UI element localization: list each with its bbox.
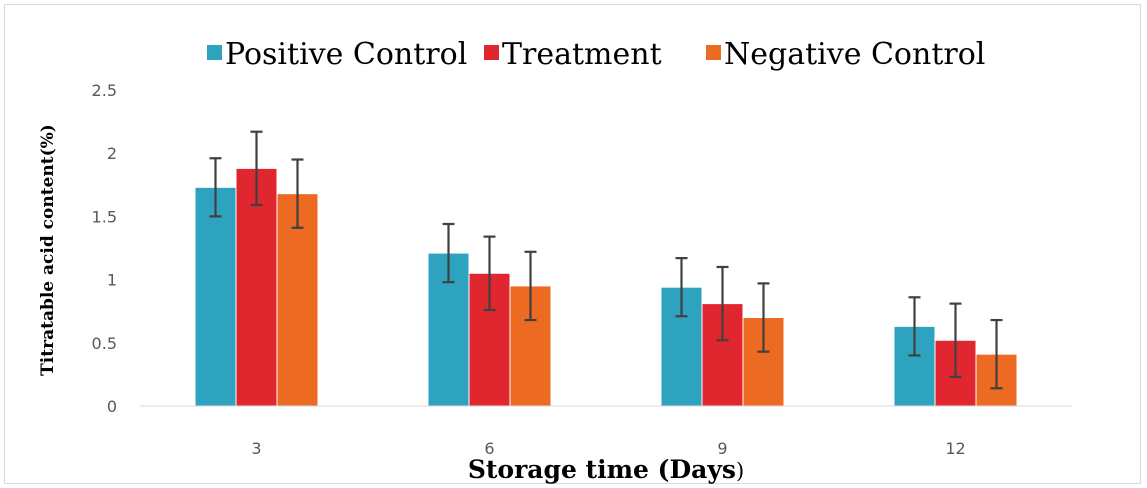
y-tick-label: 1.5 (92, 207, 117, 226)
legend-item: Negative Control (706, 37, 985, 72)
error-bar (757, 282, 770, 353)
error-bar (908, 296, 921, 357)
y-axis-title: Titratable acid content(%) (38, 124, 58, 376)
error-bar (675, 257, 688, 318)
y-axis: 0 0.5 1 1.5 2 2.5 (92, 81, 117, 416)
plot-area (194, 130, 1018, 407)
legend-item: Positive Control (207, 37, 467, 72)
legend-item: Treatment (484, 37, 662, 72)
error-bar (250, 130, 263, 207)
x-tick-label: 9 (717, 439, 727, 458)
error-bar (990, 318, 1003, 390)
y-tick-label: 0 (107, 397, 117, 416)
error-bar (949, 302, 962, 379)
y-tick-label: 2 (107, 144, 117, 163)
legend-swatch (207, 45, 222, 60)
bar (194, 186, 237, 407)
y-tick-label: 2.5 (92, 81, 117, 100)
error-bar (291, 158, 304, 229)
legend-label: Positive Control (225, 37, 467, 72)
error-bar (483, 235, 496, 312)
error-bar (524, 250, 537, 322)
y-tick-label: 1 (107, 271, 117, 290)
error-bar (716, 265, 729, 342)
x-tick-label: 6 (484, 439, 494, 458)
y-tick-label: 0.5 (92, 334, 117, 353)
legend-swatch (484, 45, 499, 60)
x-tick-label: 12 (945, 439, 965, 458)
x-axis-title-text: Storage time (Days (468, 455, 736, 484)
error-bar (442, 222, 455, 284)
x-tick-label: 3 (251, 439, 261, 458)
x-axis-title-suffix: ) (736, 459, 744, 483)
legend-label: Treatment (502, 37, 662, 72)
legend-label: Negative Control (724, 37, 985, 72)
error-bar (209, 157, 222, 218)
x-axis: 3 6 9 12 (140, 405, 1072, 458)
legend-swatch (706, 45, 721, 60)
x-axis-title: Storage time (Days) (468, 455, 744, 484)
legend: Positive Control Treatment Negative Contro… (207, 37, 985, 72)
